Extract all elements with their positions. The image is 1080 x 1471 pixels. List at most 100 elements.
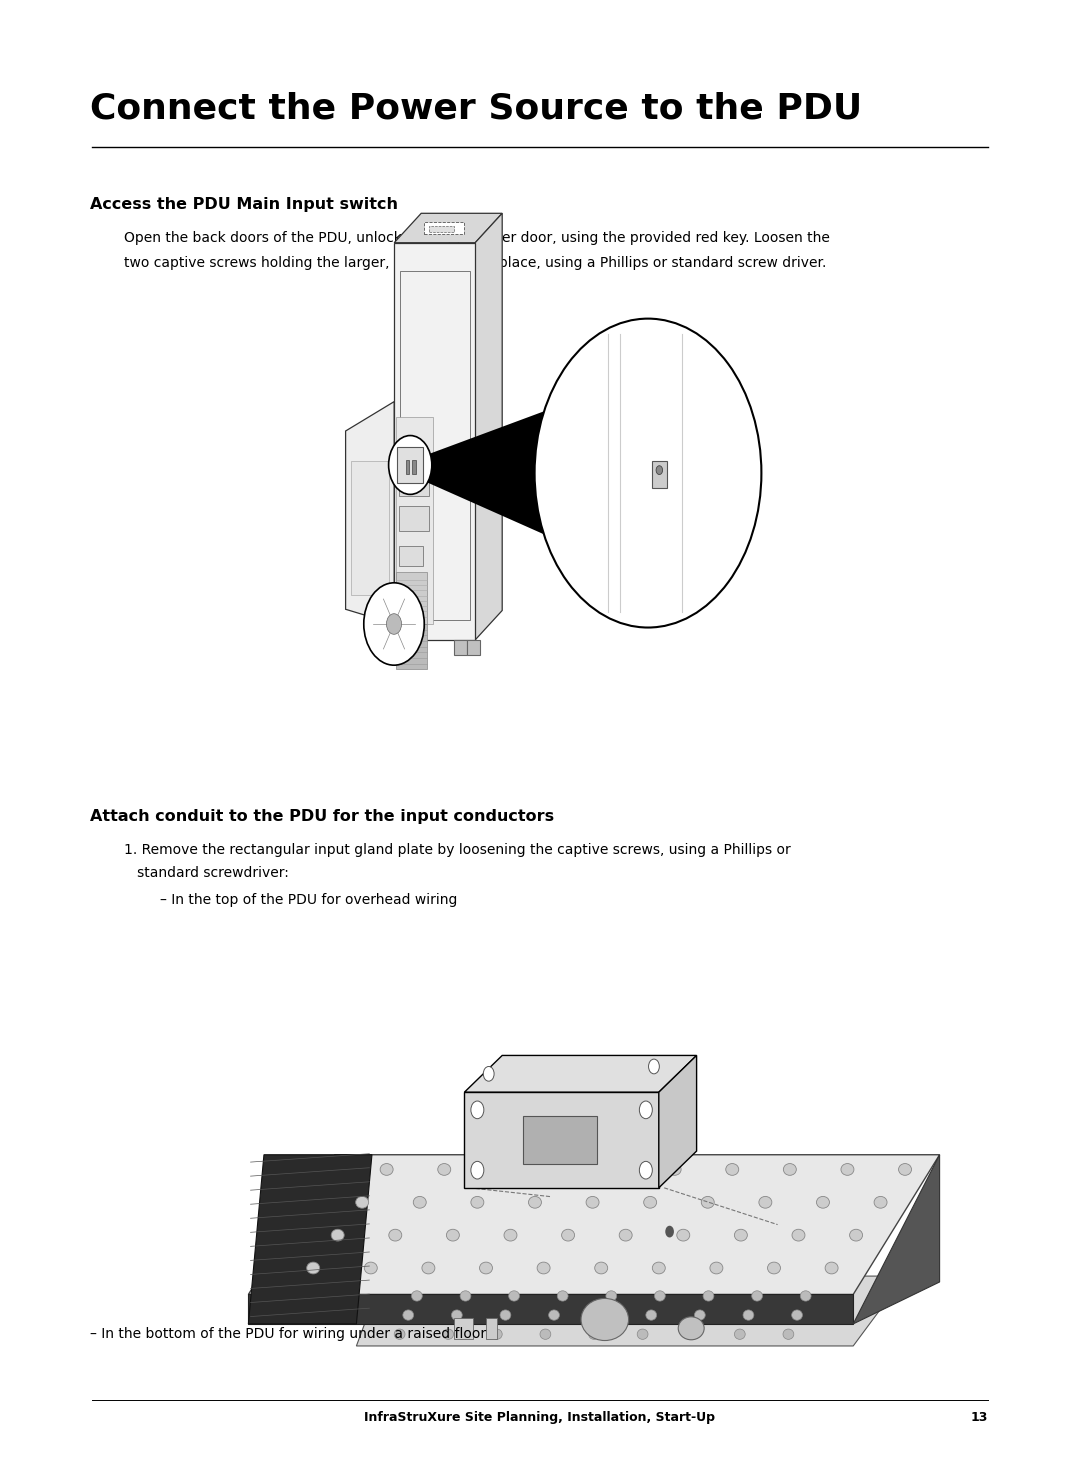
Ellipse shape [850,1230,863,1242]
Ellipse shape [403,1309,414,1321]
Bar [397,447,423,482]
Bar [652,462,667,488]
Text: Open the back doors of the PDU, unlock the top, smaller door, using the provided: Open the back doors of the PDU, unlock t… [124,231,831,246]
Ellipse shape [841,1164,854,1175]
Polygon shape [421,396,585,550]
Polygon shape [454,640,467,655]
Text: – In the top of the PDU for overhead wiring: – In the top of the PDU for overhead wir… [160,893,457,908]
Ellipse shape [703,1292,714,1302]
Bar [399,506,429,531]
Circle shape [665,1225,674,1237]
Ellipse shape [411,1292,422,1302]
Ellipse shape [460,1292,471,1302]
Polygon shape [356,1277,905,1346]
Text: standard screwdriver:: standard screwdriver: [124,866,289,881]
Ellipse shape [332,1230,345,1242]
Bar [454,1318,473,1339]
Text: InfraStruXure Site Planning, Installation, Start-Up: InfraStruXure Site Planning, Installatio… [365,1411,715,1424]
Bar [406,459,409,474]
Ellipse shape [414,1196,427,1208]
Ellipse shape [610,1164,623,1175]
Ellipse shape [446,1230,459,1242]
Ellipse shape [825,1262,838,1274]
Polygon shape [396,572,428,624]
Ellipse shape [654,1292,665,1302]
Text: 1. Remove the rectangular input gland plate by loosening the captive screws, usi: 1. Remove the rectangular input gland pl… [124,843,791,858]
Ellipse shape [595,1262,608,1274]
Ellipse shape [540,1330,551,1339]
Bar [400,271,470,621]
Ellipse shape [364,1262,377,1274]
Ellipse shape [710,1262,723,1274]
Ellipse shape [581,1299,629,1340]
Ellipse shape [686,1330,697,1339]
Ellipse shape [726,1164,739,1175]
Circle shape [389,435,432,494]
Polygon shape [464,1056,697,1091]
Ellipse shape [380,1164,393,1175]
Ellipse shape [496,1164,509,1175]
Ellipse shape [549,1309,559,1321]
Ellipse shape [701,1196,714,1208]
Text: Attach conduit to the PDU for the input conductors: Attach conduit to the PDU for the input … [90,809,554,824]
Polygon shape [464,1091,659,1189]
Ellipse shape [759,1196,772,1208]
Bar [413,459,416,474]
Polygon shape [394,213,502,243]
Circle shape [649,1059,659,1074]
Ellipse shape [586,1196,599,1208]
Ellipse shape [504,1230,517,1242]
Ellipse shape [471,1196,484,1208]
Ellipse shape [677,1230,690,1242]
Circle shape [471,1100,484,1119]
Ellipse shape [669,1164,681,1175]
Polygon shape [430,225,454,231]
Polygon shape [248,1294,853,1324]
Circle shape [484,1066,495,1081]
Ellipse shape [792,1309,802,1321]
Ellipse shape [619,1230,632,1242]
Polygon shape [346,402,394,624]
Ellipse shape [537,1262,550,1274]
Polygon shape [403,640,416,655]
Ellipse shape [743,1309,754,1321]
Ellipse shape [694,1309,705,1321]
Ellipse shape [500,1309,511,1321]
Ellipse shape [394,1330,405,1339]
Polygon shape [248,1155,372,1324]
Ellipse shape [491,1330,502,1339]
Ellipse shape [451,1309,462,1321]
Ellipse shape [637,1330,648,1339]
Ellipse shape [874,1196,887,1208]
Circle shape [656,466,662,475]
Ellipse shape [437,1164,450,1175]
Ellipse shape [422,1262,435,1274]
Polygon shape [853,1155,940,1324]
Bar [486,1318,497,1339]
Ellipse shape [389,1230,402,1242]
Text: two captive screws holding the larger, hinged door in place, using a Phillips or: two captive screws holding the larger, h… [124,256,826,271]
Polygon shape [396,624,428,669]
Ellipse shape [800,1292,811,1302]
Polygon shape [248,1155,940,1294]
Ellipse shape [557,1292,568,1302]
Ellipse shape [752,1292,762,1302]
Ellipse shape [562,1230,575,1242]
Ellipse shape [553,1164,566,1175]
Ellipse shape [597,1309,608,1321]
Ellipse shape [652,1262,665,1274]
Ellipse shape [589,1330,599,1339]
Ellipse shape [606,1292,617,1302]
Ellipse shape [646,1309,657,1321]
Ellipse shape [783,1330,794,1339]
Text: 13: 13 [971,1411,988,1424]
Text: – In the bottom of the PDU for wiring under a raised floor: – In the bottom of the PDU for wiring un… [90,1327,486,1342]
Polygon shape [424,222,464,234]
Circle shape [535,319,761,628]
Ellipse shape [509,1292,519,1302]
Polygon shape [475,213,502,640]
Ellipse shape [792,1230,805,1242]
Polygon shape [396,418,433,624]
Bar [523,1116,596,1164]
Ellipse shape [768,1262,781,1274]
